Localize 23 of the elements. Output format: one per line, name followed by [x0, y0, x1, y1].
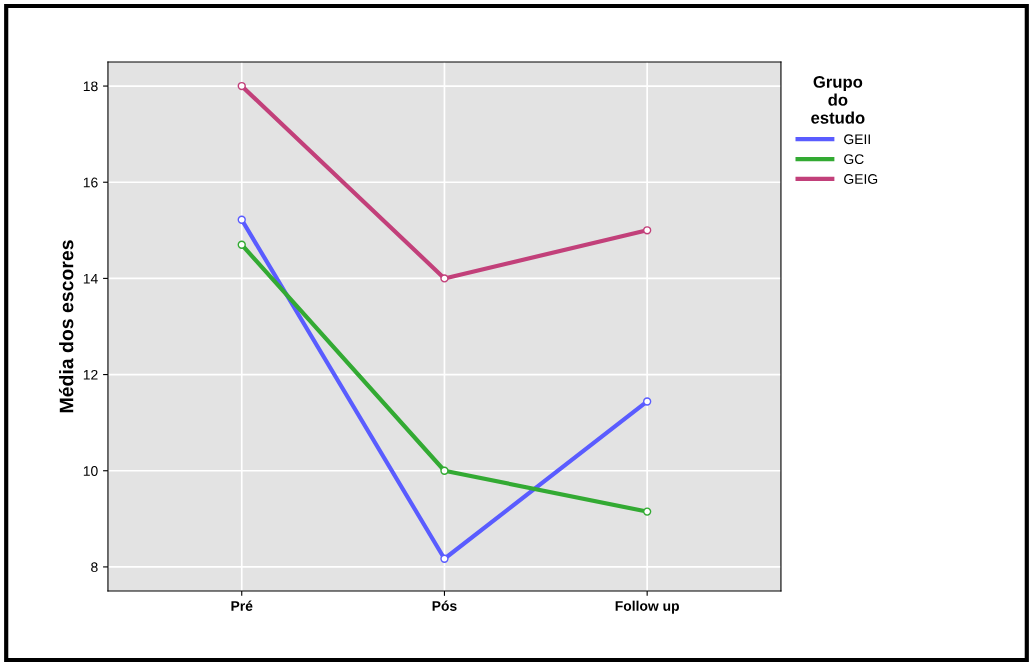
y-tick-label: 16 — [83, 177, 98, 188]
point — [237, 81, 246, 91]
y-tick-label: 18 — [83, 81, 98, 92]
y-tick-label: 14 — [83, 273, 98, 284]
x-tick-label: Pós — [432, 600, 457, 611]
legend-title: Grupo do estudo — [811, 76, 865, 124]
legend-label: GEII — [844, 134, 870, 145]
y-axis-title: Média dos escores — [58, 240, 74, 413]
point — [237, 215, 246, 224]
point — [440, 466, 449, 475]
y-tick-label: 12 — [83, 369, 98, 380]
point — [642, 226, 652, 235]
legend-label: GC — [844, 154, 864, 165]
y-tick-label: 10 — [83, 466, 98, 476]
point — [440, 274, 449, 283]
point — [642, 397, 652, 406]
point — [440, 554, 449, 563]
point — [642, 507, 652, 516]
point — [237, 240, 246, 249]
legend-label: GEIG — [844, 174, 878, 184]
x-tick-label: Follow up — [615, 600, 679, 614]
x-tick-label: Pré — [231, 600, 253, 611]
y-tick-label: 8 — [91, 562, 98, 573]
